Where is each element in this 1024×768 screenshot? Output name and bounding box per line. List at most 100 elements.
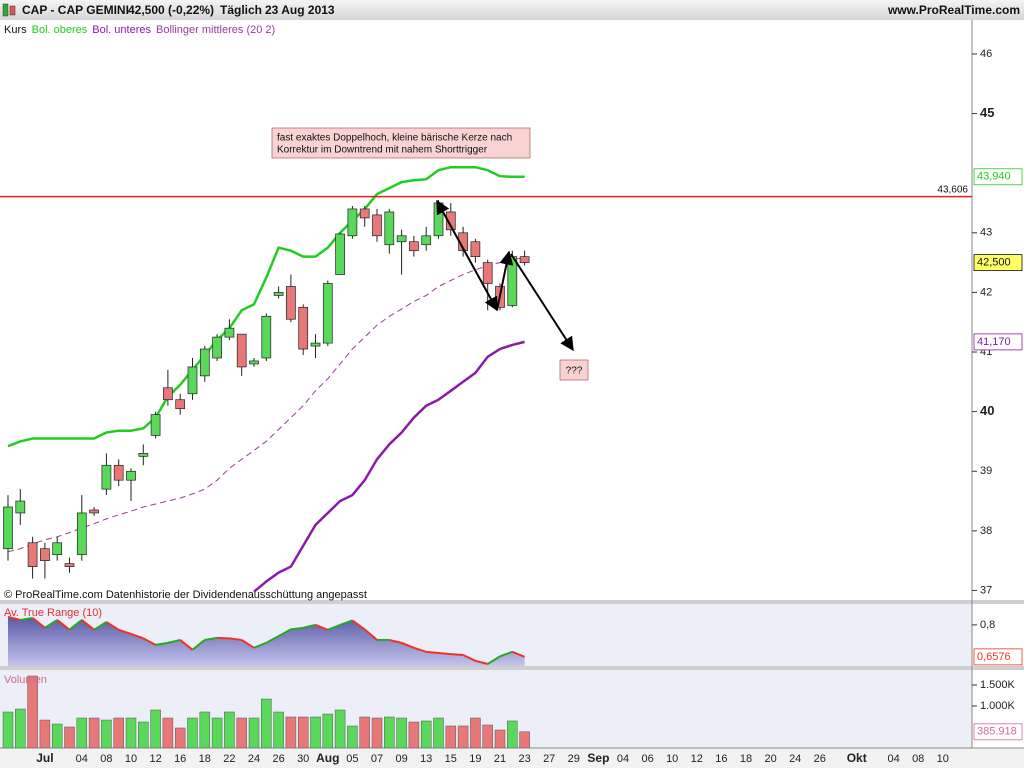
y-tick-label: 1.000K: [980, 700, 1016, 712]
legend-entry: Kurs: [4, 24, 27, 36]
area-line: [229, 637, 242, 641]
volume-bar: [248, 717, 260, 748]
atr-plot: [7, 615, 525, 666]
x-tick-label: 27: [543, 753, 555, 765]
volume-bar: [150, 709, 161, 748]
legend-entry: Bollinger mittleres (20 2): [156, 24, 275, 36]
arrow: [496, 250, 514, 311]
area-fill: [8, 616, 525, 666]
last-value-box: [973, 723, 1023, 741]
candle-body: [15, 500, 26, 514]
candle-body: [236, 333, 247, 368]
area-line: [339, 619, 353, 626]
annotation-text: Korrektur im Downtrend mit nahem Shorttr…: [277, 145, 488, 156]
area-line: [413, 646, 427, 653]
annotation-box: [271, 127, 531, 159]
interval: Täglich: [220, 3, 262, 17]
candle-body: [212, 336, 222, 359]
volume-bar: [187, 717, 198, 748]
volume-bar: [199, 711, 211, 748]
area-line: [167, 638, 181, 644]
candle-body: [199, 348, 210, 377]
volume-bar: [101, 719, 112, 748]
volume-bar: [113, 717, 124, 748]
x-tick-label: 21: [494, 753, 506, 765]
x-tick-label: 13: [420, 753, 432, 765]
x-tick-label: 26: [272, 753, 284, 765]
area-line: [389, 638, 402, 644]
candle-body: [3, 506, 13, 550]
area-line: [278, 628, 292, 638]
area-line: [351, 619, 366, 631]
y-tick-label: 37: [980, 584, 992, 596]
area-line: [204, 636, 218, 641]
panel-separator: [0, 666, 1024, 670]
candle-body: [101, 464, 112, 490]
x-tick-label: Aug: [316, 751, 339, 765]
area-line: [302, 623, 316, 629]
volume-bar: [519, 731, 530, 748]
x-tick-label: 12: [691, 753, 703, 765]
volume-bar: [51, 723, 63, 748]
candle-body: [163, 387, 173, 401]
icon: [9, 5, 16, 16]
candle-body: [421, 235, 432, 246]
candle-body: [298, 306, 309, 350]
footnote: © ProRealTime.com Datenhistorie der Divi…: [4, 589, 367, 601]
x-tick-label: 26: [814, 753, 826, 765]
volume-bar: [408, 721, 420, 748]
annotation-text: ???: [566, 366, 583, 377]
resistance-label: 43,606: [937, 184, 968, 195]
last-value-label: 42,500: [977, 257, 1011, 269]
legend-entry: Bol. oberes: [32, 24, 88, 36]
candle-body: [138, 453, 149, 457]
x-tick-label: 16: [715, 753, 727, 765]
last-value-label: 43,940: [977, 171, 1011, 183]
area-line: [499, 650, 513, 658]
area-line: [265, 635, 280, 644]
y-tick-label: 0,8: [980, 619, 995, 631]
area-line: [487, 655, 501, 665]
volume-bar: [88, 717, 100, 748]
candle-body: [322, 283, 333, 344]
candle-body: [384, 211, 395, 246]
candle-body: [126, 470, 136, 481]
area-line: [142, 637, 157, 646]
area-line: [426, 650, 439, 654]
area-line: [364, 628, 378, 641]
candle-body: [40, 548, 50, 562]
volume-bar: [162, 717, 174, 748]
area-line: [20, 616, 33, 621]
x-tick-label: 10: [937, 753, 949, 765]
candle-body: [519, 256, 530, 263]
x-tick-label: 10: [666, 753, 678, 765]
volume-bar: [64, 726, 75, 748]
volume-bar: [39, 719, 51, 748]
volume-bar: [457, 725, 469, 748]
last-value-box: [973, 168, 1023, 186]
icon: [2, 3, 9, 17]
volume-bar: [322, 713, 334, 748]
last-value-box: [973, 333, 1023, 351]
x-tick-label: 05: [346, 753, 358, 765]
x-tick-label: 18: [199, 753, 211, 765]
source: www.ProRealTime.com: [887, 3, 1020, 17]
candle-body: [27, 542, 38, 567]
x-tick-label: 09: [395, 753, 407, 765]
volume-bar: [396, 717, 407, 748]
volume-bar: [297, 716, 309, 748]
y-tick-label: 45: [980, 105, 994, 120]
x-tick-label: 23: [518, 753, 530, 765]
volume-bar: [507, 720, 518, 748]
band-line: [253, 340, 525, 593]
volume-bar: [433, 717, 444, 748]
area-line: [81, 619, 95, 631]
candle-body: [113, 464, 124, 481]
volume-bar: [310, 716, 321, 748]
x-tick-label: 07: [371, 753, 383, 765]
volume-bar: [224, 711, 235, 748]
candle-body: [150, 414, 161, 436]
last-value-box: [973, 254, 1023, 272]
